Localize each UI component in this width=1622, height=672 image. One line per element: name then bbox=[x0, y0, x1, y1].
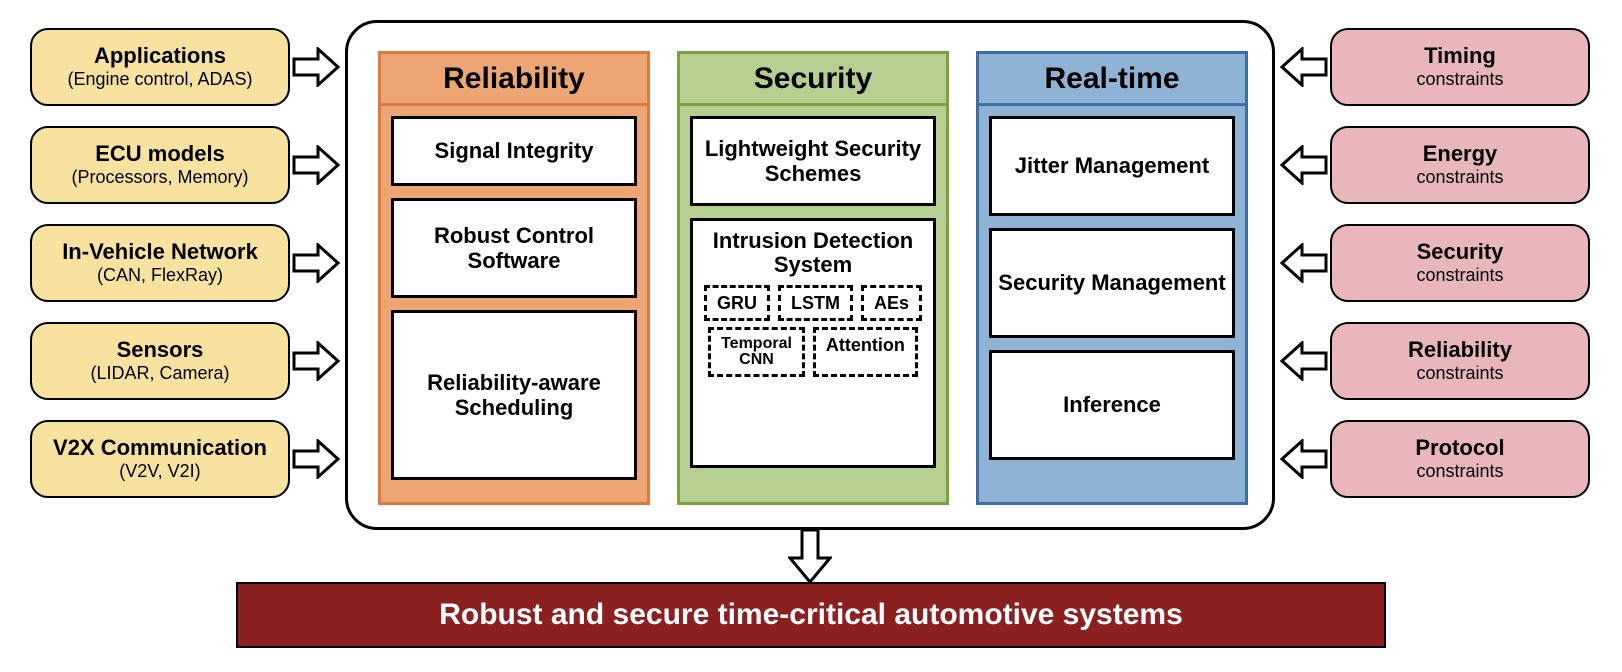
right-box-0: Timingconstraints bbox=[1330, 28, 1590, 106]
arrow-left-icon bbox=[1280, 243, 1328, 283]
pillar-security-header: Security bbox=[680, 54, 946, 106]
reliability-card: Reliability-aware Scheduling bbox=[391, 310, 637, 480]
realtime-card: Inference bbox=[989, 350, 1235, 460]
center-panel: Reliability Signal Integrity Robust Contr… bbox=[345, 20, 1275, 530]
arrow-down-icon bbox=[788, 528, 832, 584]
ids-tag: LSTM bbox=[778, 285, 853, 321]
pillar-security: Security Lightweight Security Schemes Int… bbox=[677, 51, 949, 505]
right-box-sub: constraints bbox=[1338, 168, 1582, 188]
ids-tag: AEs bbox=[861, 285, 922, 321]
ids-title: Intrusion Detection System bbox=[701, 229, 925, 277]
reliability-card: Robust Control Software bbox=[391, 198, 637, 298]
security-card-lightweight: Lightweight Security Schemes bbox=[690, 116, 936, 206]
arrow-left-icon bbox=[1280, 47, 1328, 87]
arrow-right-icon bbox=[292, 341, 340, 381]
realtime-card: Jitter Management bbox=[989, 116, 1235, 216]
arrow-right-icon bbox=[292, 47, 340, 87]
ids-card: Intrusion Detection System GRULSTMAEs Temp… bbox=[690, 218, 936, 468]
ids-tag: TemporalCNN bbox=[708, 327, 805, 377]
right-box-title: Protocol bbox=[1338, 436, 1582, 460]
left-box-4: V2X Communication(V2V, V2I) bbox=[30, 420, 290, 498]
arrow-right-icon bbox=[292, 243, 340, 283]
left-box-title: Sensors bbox=[38, 338, 282, 362]
arrow-right-icon bbox=[292, 145, 340, 185]
pillar-reliability: Reliability Signal Integrity Robust Contr… bbox=[378, 51, 650, 505]
right-box-sub: constraints bbox=[1338, 364, 1582, 384]
left-box-2: In-Vehicle Network(CAN, FlexRay) bbox=[30, 224, 290, 302]
arrow-left-icon bbox=[1280, 145, 1328, 185]
left-box-title: ECU models bbox=[38, 142, 282, 166]
left-box-0: Applications(Engine control, ADAS) bbox=[30, 28, 290, 106]
ids-tag: GRU bbox=[704, 285, 770, 321]
right-box-sub: constraints bbox=[1338, 70, 1582, 90]
pillar-realtime: Real-time Jitter Management Security Mana… bbox=[976, 51, 1248, 505]
right-box-title: Timing bbox=[1338, 44, 1582, 68]
left-box-sub: (V2V, V2I) bbox=[38, 462, 282, 482]
left-box-title: Applications bbox=[38, 44, 282, 68]
left-box-sub: (CAN, FlexRay) bbox=[38, 266, 282, 286]
left-box-title: V2X Communication bbox=[38, 436, 282, 460]
right-box-3: Reliabilityconstraints bbox=[1330, 322, 1590, 400]
arrow-left-icon bbox=[1280, 439, 1328, 479]
right-box-sub: constraints bbox=[1338, 266, 1582, 286]
pillar-realtime-header: Real-time bbox=[979, 54, 1245, 106]
reliability-card: Signal Integrity bbox=[391, 116, 637, 186]
realtime-card: Security Management bbox=[989, 228, 1235, 338]
bottom-banner: Robust and secure time-critical automoti… bbox=[236, 582, 1386, 648]
left-box-title: In-Vehicle Network bbox=[38, 240, 282, 264]
arrow-right-icon bbox=[292, 439, 340, 479]
pillar-reliability-header: Reliability bbox=[381, 54, 647, 106]
right-box-title: Energy bbox=[1338, 142, 1582, 166]
left-box-1: ECU models(Processors, Memory) bbox=[30, 126, 290, 204]
arrow-left-icon bbox=[1280, 341, 1328, 381]
right-box-1: Energyconstraints bbox=[1330, 126, 1590, 204]
right-box-title: Security bbox=[1338, 240, 1582, 264]
right-box-2: Securityconstraints bbox=[1330, 224, 1590, 302]
left-box-3: Sensors(LIDAR, Camera) bbox=[30, 322, 290, 400]
right-box-sub: constraints bbox=[1338, 462, 1582, 482]
right-box-4: Protocolconstraints bbox=[1330, 420, 1590, 498]
left-box-sub: (Engine control, ADAS) bbox=[38, 70, 282, 90]
right-box-title: Reliability bbox=[1338, 338, 1582, 362]
left-box-sub: (LIDAR, Camera) bbox=[38, 364, 282, 384]
left-box-sub: (Processors, Memory) bbox=[38, 168, 282, 188]
ids-tag: Attention bbox=[813, 327, 918, 377]
